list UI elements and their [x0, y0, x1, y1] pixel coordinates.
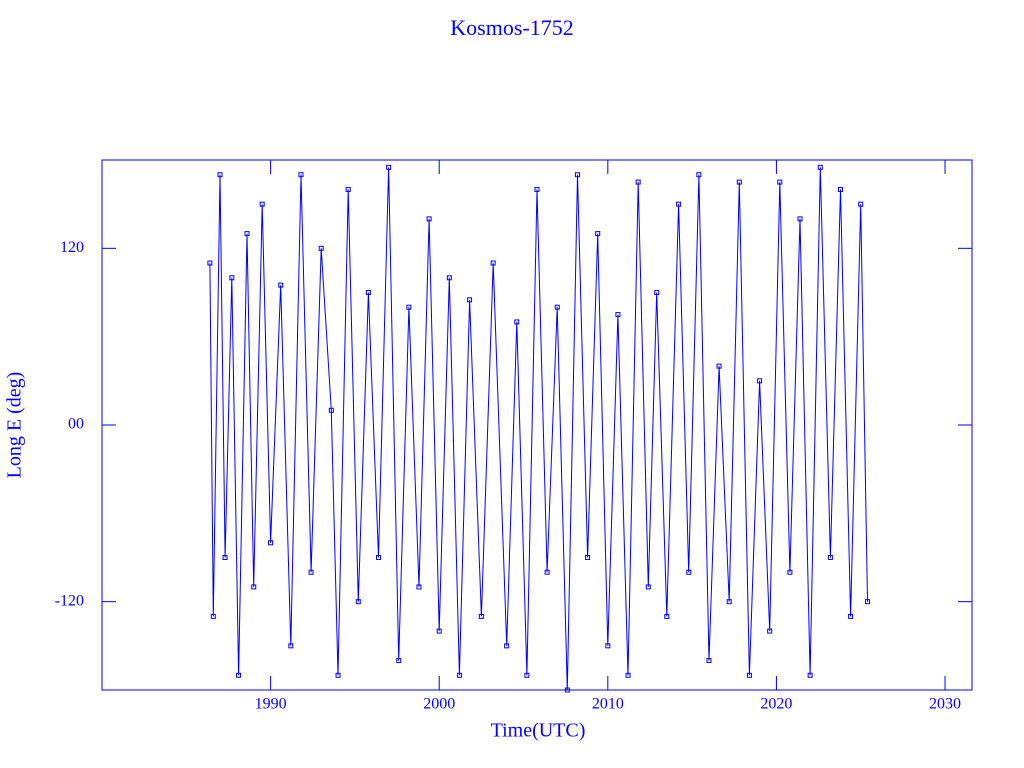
x-tick-label: 2020: [760, 696, 792, 713]
data-point: [386, 164, 392, 170]
data-point: [335, 672, 341, 678]
y-tick-label: -120: [55, 592, 84, 609]
data-point: [222, 555, 228, 560]
data-point: [207, 260, 213, 266]
data-point: [807, 672, 813, 678]
data-point: [251, 584, 257, 590]
x-axis-label: Time(UTC): [491, 720, 586, 742]
data-line: [209, 167, 868, 691]
data-point: [686, 569, 692, 575]
data-point: [318, 245, 324, 251]
data-point: [696, 172, 702, 178]
data-point: [355, 599, 361, 605]
y-tick-label: 120: [60, 239, 84, 256]
data-point: [376, 555, 382, 560]
data-point: [767, 628, 773, 634]
data-point: [365, 290, 371, 295]
data-point: [706, 658, 712, 664]
data-point: [574, 172, 580, 178]
data-point: [827, 555, 833, 560]
data-point: [436, 628, 442, 634]
data-point: [456, 672, 462, 678]
data-point: [244, 231, 250, 237]
data-point: [236, 672, 242, 678]
data-point: [635, 179, 641, 185]
x-tick-label: 2030: [929, 696, 961, 713]
data-point: [664, 613, 670, 619]
data-point: [446, 275, 452, 281]
data-point: [585, 555, 591, 560]
data-point: [426, 216, 432, 222]
data-point: [625, 672, 631, 678]
data-point: [736, 179, 742, 185]
x-tick-label: 1990: [255, 696, 287, 713]
data-point: [777, 179, 783, 185]
data-point: [676, 201, 682, 207]
data-point: [406, 304, 412, 310]
data-point: [524, 672, 530, 678]
data-point: [467, 297, 473, 303]
y-tick-label: 00: [68, 416, 84, 433]
chart-title: Kosmos-1752: [450, 15, 573, 40]
data-point: [716, 363, 722, 369]
data-point: [645, 584, 651, 590]
data-point: [858, 201, 864, 207]
data-point: [746, 672, 752, 678]
data-point: [564, 687, 570, 693]
data-point: [416, 584, 422, 590]
data-point: [848, 613, 854, 619]
data-point: [757, 378, 763, 384]
data-point: [595, 231, 601, 237]
data-point: [514, 319, 520, 325]
data-point: [278, 282, 284, 288]
data-point: [268, 540, 274, 546]
data-point: [328, 407, 334, 413]
data-point: [837, 186, 843, 192]
x-tick-label: 2000: [423, 696, 455, 713]
data-point: [534, 186, 540, 192]
y-axis-label: Long E (deg): [4, 372, 26, 479]
data-point: [308, 569, 314, 575]
data-point: [210, 613, 216, 619]
data-point: [726, 599, 732, 605]
data-point: [654, 290, 660, 295]
data-point: [817, 164, 823, 170]
data-point: [787, 569, 793, 575]
data-point: [615, 312, 621, 318]
data-point: [345, 186, 351, 192]
data-point: [490, 260, 496, 266]
data-point: [396, 658, 402, 664]
data-point: [478, 613, 484, 619]
data-point: [504, 643, 510, 649]
data-point: [797, 216, 803, 222]
data-point: [864, 599, 870, 605]
data-point: [217, 172, 223, 178]
x-tick-label: 2010: [592, 696, 624, 713]
data-point: [605, 643, 611, 649]
data-point: [229, 275, 235, 281]
data-point: [544, 569, 550, 575]
data-point: [298, 172, 304, 178]
data-point: [554, 304, 560, 310]
data-point: [259, 201, 265, 207]
data-point: [288, 643, 294, 649]
